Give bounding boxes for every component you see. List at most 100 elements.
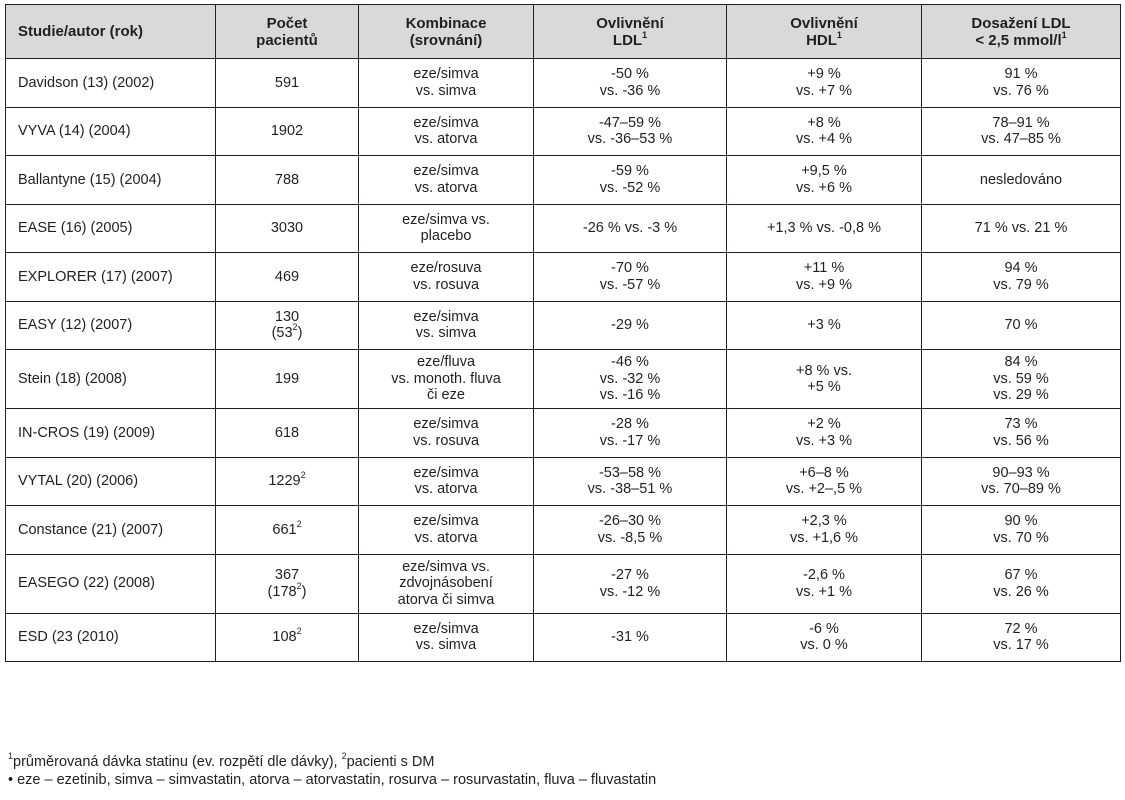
study-cell-line: Stein (18) (2008): [18, 371, 211, 388]
hdl-cell-line: +6–8 %: [731, 465, 917, 482]
ldl-target-cell-line: vs. 70–89 %: [926, 481, 1116, 498]
combination-cell-text: eze/fluva: [416, 354, 476, 371]
ldl-cell-text: -47–59 %: [598, 114, 662, 131]
patients-cell-line: 788: [220, 172, 354, 189]
table-row: Ballantyne (15) (2004) 788 eze/simva vs. at…: [5, 155, 1121, 204]
combination-cell-line: vs. rosuva: [363, 277, 529, 294]
ldl-target-cell-text: vs. 70–89 %: [981, 481, 1061, 498]
ldl-cell: -59 % vs. -52 %: [533, 155, 727, 204]
combination-cell-text: vs. rosuva: [412, 276, 480, 293]
patients-cell-suffix: ): [301, 583, 307, 600]
ldl-cell-line: -26 % vs. -3 %: [538, 220, 722, 237]
hdl-cell-line: +9 %: [731, 66, 917, 83]
ldl-target-cell: 71 % vs. 21 %: [921, 203, 1121, 253]
patients-cell-text: 3030: [270, 220, 304, 236]
footnote-line-2: • eze – ezetinib, simva – simvastatin, a…: [8, 771, 656, 789]
patients-cell-suffix: ): [297, 325, 303, 342]
combination-cell-line: eze/simva: [363, 621, 529, 638]
ldl-target-cell-text: 78–91 %: [992, 114, 1050, 131]
footnote-marker: 2: [341, 751, 347, 762]
superscript-note: 2: [300, 470, 306, 481]
patients-cell-line: 591: [220, 75, 354, 92]
ldl-target-cell-line: vs. 26 %: [926, 584, 1116, 601]
ldl-cell-text: -50 %: [611, 66, 649, 83]
ldl-target-cell: 90 % vs. 70 %: [921, 505, 1121, 554]
ldl-cell-line: -59 %: [538, 163, 722, 180]
ldl-target-cell: 90–93 % vs. 70–89 %: [921, 456, 1121, 506]
combination-cell-text: vs. atorva: [414, 529, 478, 546]
combination-cell-line: eze/rosuva: [363, 260, 529, 277]
table-row: Constance (21) (2007) 6612 eze/simva vs. at…: [5, 505, 1121, 554]
header-patients-line: pacientů: [220, 32, 354, 49]
patients-cell-line: 3030: [220, 220, 354, 237]
ldl-cell-line: vs. -12 %: [538, 584, 722, 601]
study-cell-line: EASY (12) (2007): [18, 317, 211, 334]
patients-cell-text: (53: [271, 325, 293, 342]
ldl-target-cell-line: 90 %: [926, 513, 1116, 530]
study-cell: VYVA (14) (2004): [5, 106, 216, 156]
study-cell-text: EXPLORER (17) (2007): [18, 268, 173, 285]
study-cell-line: VYTAL (20) (2006): [18, 473, 211, 490]
hdl-cell-line: +2,3 %: [731, 513, 917, 530]
study-cell-line: EXPLORER (17) (2007): [18, 269, 211, 286]
patients-cell-line: (532): [220, 323, 354, 342]
patients-cell-line: 1902: [220, 123, 354, 140]
ldl-target-cell-line: vs. 59 %: [926, 371, 1116, 388]
hdl-cell-text: +9,5 %: [801, 163, 847, 180]
hdl-cell-line: vs. +2–,5 %: [731, 481, 917, 498]
ldl-cell-text: vs. -38–51 %: [587, 481, 673, 498]
ldl-cell-text: -29 %: [611, 317, 649, 333]
combination-cell-line: vs. atorva: [363, 530, 529, 547]
ldl-target-cell-text: 73 %: [1004, 416, 1038, 433]
header-ldl-target: Dosažení LDL < 2,5 mmol/l1: [921, 4, 1121, 59]
header-patients-text: Počet: [266, 14, 308, 32]
study-cell: IN-CROS (19) (2009): [5, 408, 216, 457]
header-ldl-text: Ovlivnění: [596, 14, 664, 32]
ldl-cell: -27 % vs. -12 %: [533, 553, 727, 613]
ldl-cell-text: -53–58 %: [598, 464, 662, 481]
study-cell-line: IN-CROS (19) (2009): [18, 425, 211, 442]
hdl-cell: +2,3 % vs. +1,6 %: [726, 505, 922, 554]
ldl-target-cell-text: nesledováno: [979, 171, 1063, 188]
patients-cell: 618: [215, 408, 359, 457]
ldl-cell-text: vs. -36 %: [599, 82, 661, 99]
ldl-target-cell-text: 84 %: [1004, 354, 1038, 371]
superscript-note: 1: [642, 29, 648, 40]
combination-cell-line: vs. atorva: [363, 180, 529, 197]
combination-cell: eze/simva vs. simva: [358, 612, 534, 662]
ldl-target-cell-line: nesledováno: [926, 172, 1116, 189]
combination-cell-text: vs. atorva: [414, 179, 478, 196]
hdl-cell-line: vs. +6 %: [731, 180, 917, 197]
ldl-cell-line: vs. -16 %: [538, 387, 722, 404]
ldl-target-cell-line: vs. 56 %: [926, 433, 1116, 450]
patients-cell: 469: [215, 252, 359, 301]
hdl-cell-text: vs. +3 %: [795, 432, 852, 449]
ldl-target-cell-line: 90–93 %: [926, 465, 1116, 482]
study-cell-text: VYVA (14) (2004): [18, 123, 131, 139]
combination-cell-line: eze/simva: [363, 66, 529, 83]
combination-cell-text: eze/simva: [413, 416, 479, 433]
patients-cell-line: 367: [220, 567, 354, 584]
ldl-target-cell-text: vs. 56 %: [993, 432, 1049, 449]
hdl-cell-line: vs. +4 %: [731, 131, 917, 148]
ldl-cell: -26–30 % vs. -8,5 %: [533, 505, 727, 554]
ldl-cell-line: vs. -38–51 %: [538, 481, 722, 498]
header-combination-line: Kombinace: [363, 15, 529, 32]
ldl-target-cell-text: vs. 29 %: [993, 387, 1049, 404]
patients-cell-text: 469: [274, 268, 300, 285]
footnote-text: průměrovaná dávka statinu (ev. rozpětí d…: [13, 754, 342, 770]
hdl-cell-line: vs. +9 %: [731, 277, 917, 294]
ldl-cell: -70 % vs. -57 %: [533, 252, 727, 301]
superscript-note: 1: [1061, 29, 1067, 40]
ldl-cell: -28 % vs. -17 %: [533, 408, 727, 457]
table-row: EXPLORER (17) (2007) 469 eze/rosuva vs. ros…: [5, 252, 1121, 301]
study-cell-text: Constance (21) (2007): [18, 521, 164, 538]
hdl-cell-line: vs. +7 %: [731, 83, 917, 100]
combination-cell-line: vs. atorva: [363, 131, 529, 148]
hdl-cell-text: +9 %: [807, 66, 841, 83]
table-row: VYTAL (20) (2006) 12292 eze/simva vs. atorv…: [5, 456, 1121, 506]
header-hdl-text: HDL: [806, 31, 837, 49]
header-patients: Počet pacientů: [215, 4, 359, 59]
hdl-cell-text: vs. +2–,5 %: [785, 481, 863, 498]
header-hdl-text: Ovlivnění: [790, 14, 858, 32]
